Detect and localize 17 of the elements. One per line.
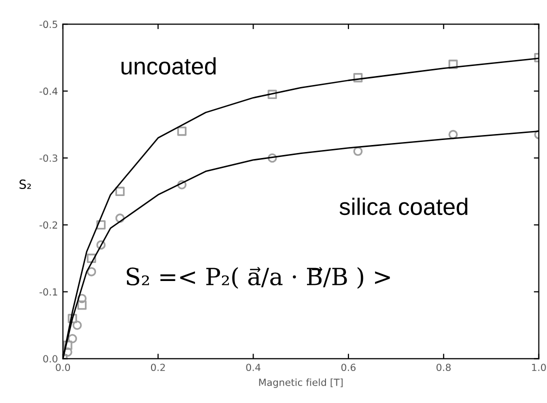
y-tick-label: -0.4 — [40, 88, 58, 95]
x-tick-label: 0.8 — [436, 364, 451, 372]
annotation: S₂ =< P₂( a⃗/a · B⃗/B ) > — [126, 267, 390, 289]
y-tick-label: -0.1 — [40, 288, 58, 296]
x-tick-label: 0.6 — [341, 364, 356, 372]
y-tick-label: -0.2 — [40, 221, 58, 229]
y-axis-title: S₂ — [20, 180, 31, 190]
x-tick-label: 1.0 — [532, 364, 546, 372]
annotation: uncoated — [122, 57, 216, 75]
x-tick-label: 0.4 — [246, 364, 260, 372]
x-axis-title: Magnetic field [T] — [259, 378, 343, 388]
x-tick-label: 0.2 — [150, 364, 165, 372]
y-tick-label: -0.5 — [40, 20, 58, 28]
x-tick-label: 0.0 — [56, 364, 70, 372]
y-tick-label: 0.0 — [43, 355, 58, 362]
y-tick-label: -0.3 — [40, 154, 58, 162]
annotation: silica coated — [340, 198, 468, 216]
